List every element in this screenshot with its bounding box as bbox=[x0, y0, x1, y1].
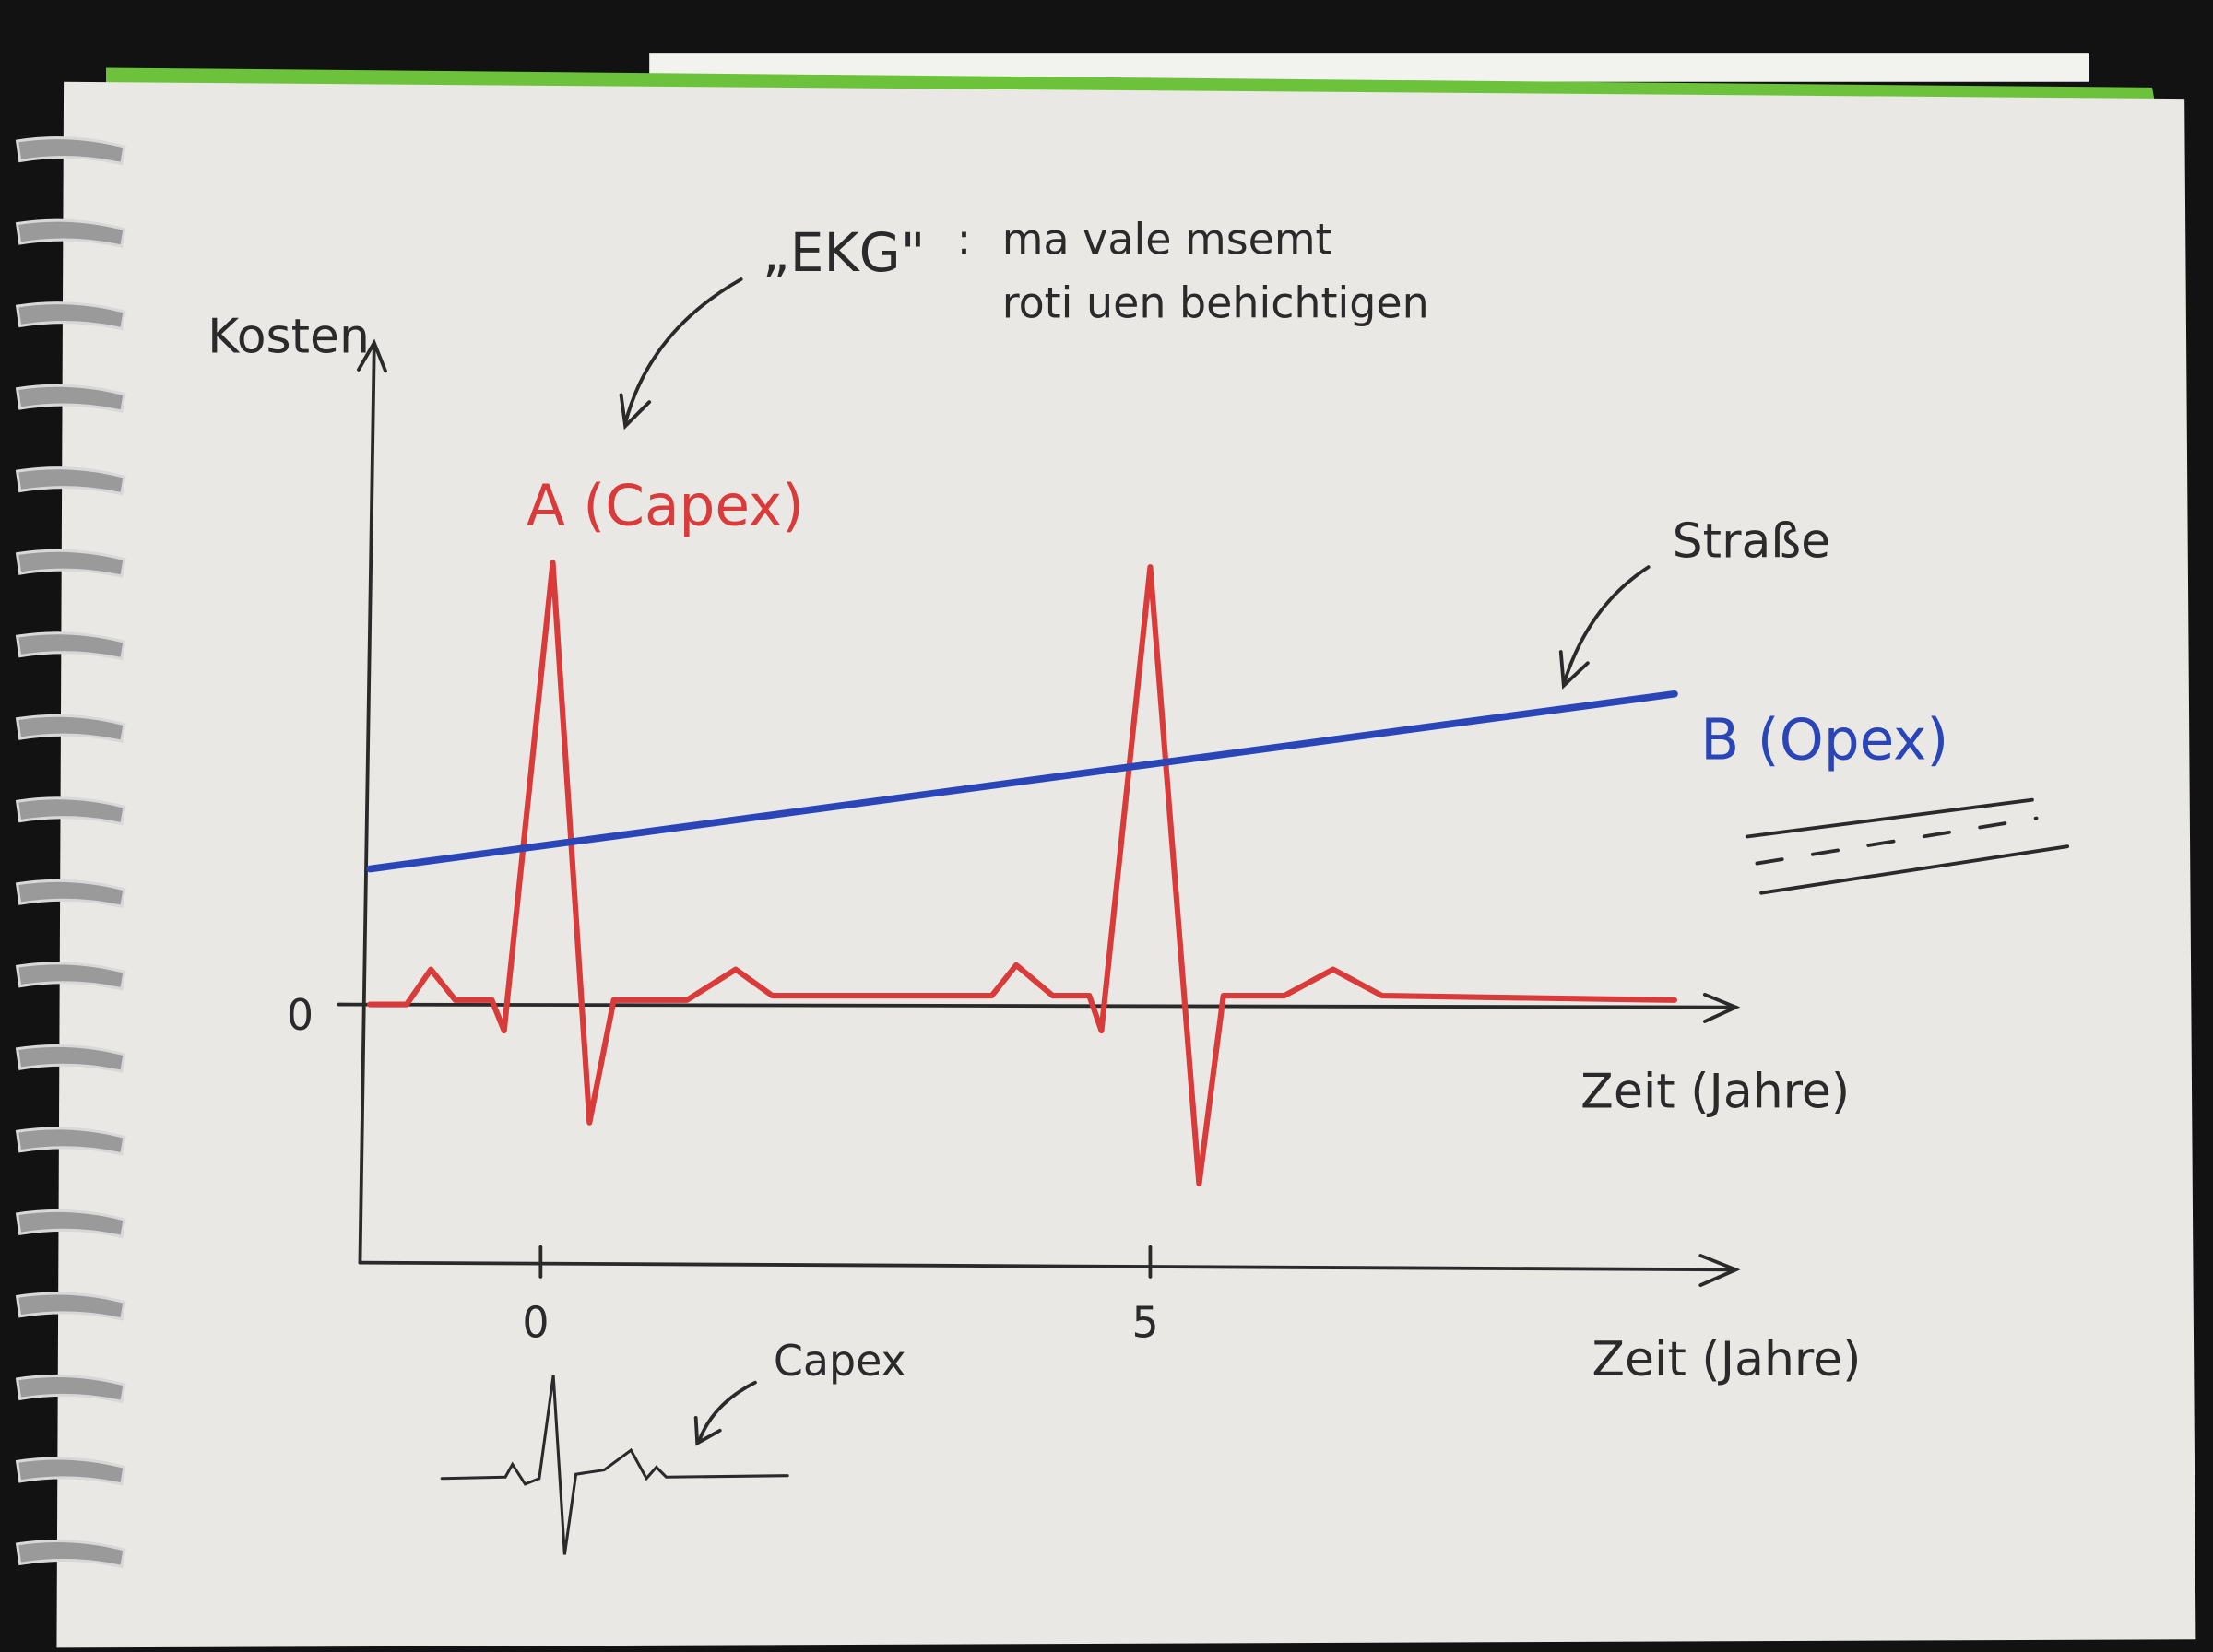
spiral-ring bbox=[15, 879, 126, 909]
spiral-ring bbox=[15, 466, 126, 496]
spiral-binding bbox=[15, 136, 126, 1569]
series-group bbox=[366, 560, 1678, 1187]
spiral-ring bbox=[15, 631, 126, 661]
spiral-ring bbox=[15, 1044, 126, 1074]
spiral-ring bbox=[15, 796, 126, 826]
ekg-title: „EKG" bbox=[763, 221, 926, 284]
capex-arrow bbox=[696, 1380, 757, 1444]
y-axis bbox=[358, 344, 376, 1265]
x-tick-label-5: 5 bbox=[1132, 1298, 1159, 1348]
strasse-arrowhead bbox=[1558, 650, 1590, 690]
capex-ekg-sketch bbox=[440, 1375, 789, 1555]
strasse-arrow bbox=[1561, 565, 1651, 687]
x-tick-label-0: 0 bbox=[522, 1298, 549, 1348]
spiral-ring bbox=[15, 962, 126, 991]
series-b-label: B (Opex) bbox=[1700, 707, 1948, 773]
lower-x-axis-label: Zeit (Jahre) bbox=[1592, 1332, 1861, 1387]
spiral-ring bbox=[15, 1292, 126, 1321]
spiral-ring bbox=[15, 1374, 126, 1404]
ekg-arrow bbox=[623, 277, 743, 426]
ekg-note-line1: ma vale msemt bbox=[1002, 214, 1332, 264]
road-edge-bottom bbox=[1759, 844, 2070, 895]
spiral-ring bbox=[15, 1539, 126, 1569]
spiral-ring bbox=[15, 218, 126, 248]
capex-label: Capex bbox=[774, 1336, 906, 1386]
y-tick-label-0: 0 bbox=[287, 990, 314, 1040]
spiral-ring bbox=[15, 549, 126, 578]
spiral-ring bbox=[15, 301, 126, 331]
y-axis-arrow bbox=[357, 338, 387, 373]
series-b-opex-line bbox=[366, 690, 1678, 873]
upper-x-axis-label: Zeit (Jahre) bbox=[1580, 1064, 1850, 1119]
spiral-ring bbox=[15, 136, 126, 166]
capex-arrowhead bbox=[693, 1416, 722, 1446]
ekg-arrowhead bbox=[619, 393, 652, 431]
spiral-ring bbox=[15, 1457, 126, 1486]
road-center-line bbox=[1755, 816, 2039, 866]
spiral-ring bbox=[15, 714, 126, 744]
road-edge-top bbox=[1745, 797, 2034, 839]
ekg-note-line2: roti uen behichtigen bbox=[1002, 277, 1429, 327]
lower-x-axis-arrow bbox=[1698, 1254, 1741, 1288]
series-a-label: A (Capex) bbox=[527, 473, 804, 538]
lower-x-axis bbox=[358, 1260, 1738, 1272]
spiral-ring bbox=[15, 384, 126, 413]
series-a-capex-line bbox=[367, 560, 1678, 1187]
paper-sheet bbox=[56, 81, 2196, 1648]
upper-x-axis-arrow bbox=[1702, 992, 1741, 1023]
upper-x-axis bbox=[337, 1002, 1738, 1009]
strasse-label: Straße bbox=[1673, 513, 1830, 569]
spiral-ring bbox=[15, 1127, 126, 1156]
ekg-colon: : bbox=[957, 214, 971, 264]
spiral-ring bbox=[15, 1209, 126, 1239]
y-axis-label: Kosten bbox=[207, 310, 370, 365]
